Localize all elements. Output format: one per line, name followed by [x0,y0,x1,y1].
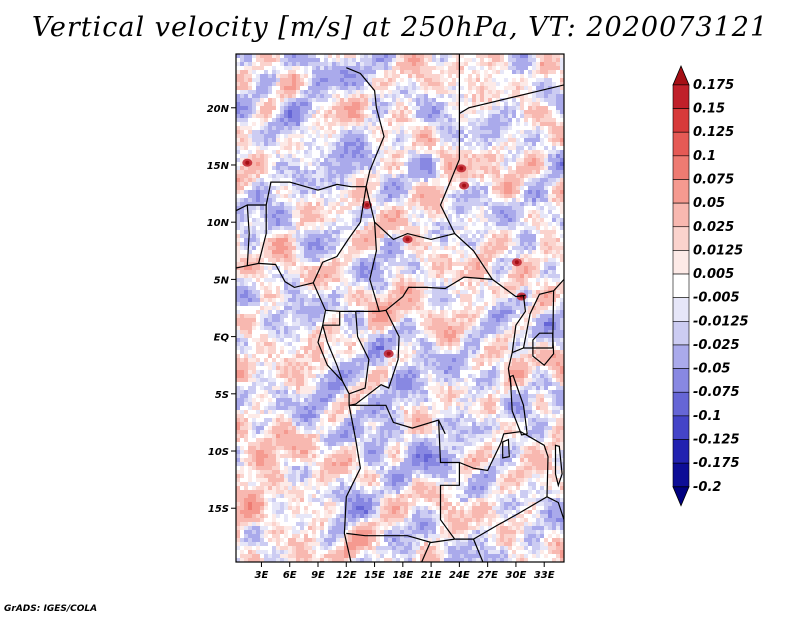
colorbar-max-arrow [672,64,690,86]
colorbar-label: 0.05 [693,196,725,211]
x-tick-label: 21E [421,570,442,581]
y-tick-label: 20N [207,104,230,115]
colorbar-bin [672,202,690,228]
colorbar-label: 0.0125 [693,243,743,258]
colorbar-label: 0.075 [693,172,734,187]
y-tick-label: 15S [208,504,229,515]
colorbar-label: -0.005 [693,291,740,306]
x-tick-label: 30E [506,570,527,581]
colorbar-label: 0.025 [693,220,734,235]
colorbar-bin [672,273,690,298]
x-tick-label: 24E [449,570,470,581]
colorbar-label: -0.075 [693,385,740,400]
colorbar-label: -0.0125 [693,314,749,329]
colorbar-bin [672,155,690,180]
x-tick-label: 6E [283,570,297,581]
colorbar-bin [672,297,690,322]
x-tick-label: 3E [255,570,269,581]
y-tick-label: 5N [214,275,230,286]
colorbar-bin [672,250,690,275]
colorbar-label: 0.125 [693,125,734,140]
colorbar-bin [672,439,690,464]
x-tick-label: 33E [534,570,555,581]
plot-frame [235,53,565,563]
colorbar-label: 0.15 [693,102,725,117]
chart-title: Vertical velocity [m/s] at 250hPa, VT: 2… [31,12,769,43]
y-tick-label: 5S [215,390,229,401]
colorbar-bin [672,321,690,346]
colorbar-bin [672,179,690,204]
colorbar-label: 0.1 [693,149,716,164]
footer-credit: GrADS: IGES/COLA [4,604,98,614]
x-tick-label: 18E [392,570,413,581]
colorbar-bin [672,131,690,157]
y-axis: 20N 15N 10N 5N EQ 5S 10S 15S [207,104,236,515]
colorbar-label: -0.2 [693,480,721,495]
colorbar-label: 0.005 [693,267,734,282]
colorbar-bin [672,344,690,369]
colorbar-bin [672,84,690,109]
x-tick-label: 27E [477,570,498,581]
colorbar-label: -0.05 [693,362,730,377]
x-axis: 3E 6E 9E 12E 15E 18E 21E 24E 27E 30E 33E [255,562,555,581]
colorbar-label: -0.1 [693,409,721,424]
colorbar-label: -0.125 [693,433,740,448]
colorbar-bin [672,368,690,393]
velocity-field [236,54,564,562]
colorbar-label: -0.025 [693,338,740,353]
x-tick-label: 12E [336,570,357,581]
y-tick-label: 15N [207,161,230,172]
country-borders [236,54,564,562]
colorbar-bin [672,391,690,417]
colorbar-label: 0.175 [693,78,734,93]
colorbar-min-arrow [672,486,690,507]
colorbar-bin [672,226,690,251]
colorbar-bin [672,462,690,488]
y-tick-label: EQ [214,333,230,344]
y-tick-label: 10N [207,218,230,229]
y-tick-label: 10S [208,447,229,458]
colorbar-label: -0.175 [693,456,740,471]
x-tick-label: 9E [311,570,325,581]
x-tick-label: 15E [364,570,385,581]
colorbar-bin [672,108,690,133]
colorbar: 0.175 0.15 0.125 0.1 0.075 0.05 0.025 0.0125 0.0… [672,64,749,507]
colorbar-bin [672,415,690,440]
